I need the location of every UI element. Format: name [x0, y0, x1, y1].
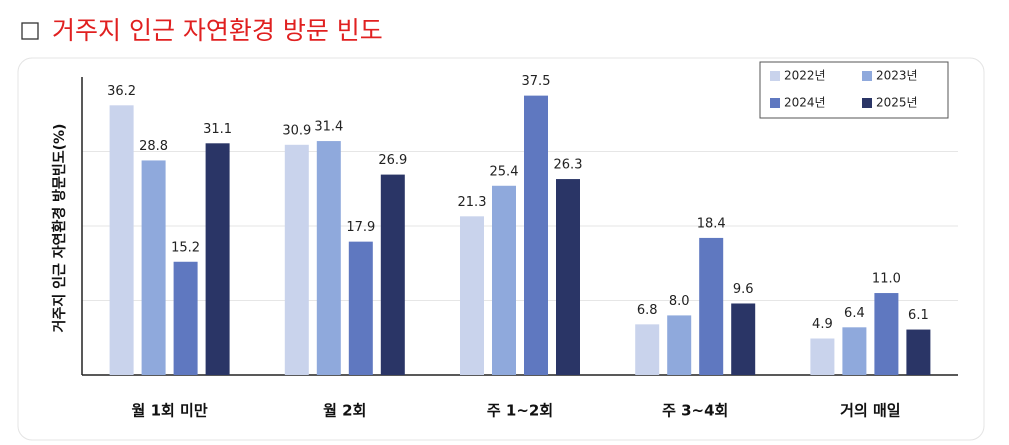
bar	[173, 261, 198, 375]
bar	[492, 185, 516, 375]
bar	[205, 143, 230, 375]
bar	[109, 105, 134, 375]
bar	[284, 144, 309, 375]
value-label: 26.9	[378, 153, 407, 168]
x-tick-label: 월 2회	[323, 402, 366, 420]
value-label: 15.2	[171, 240, 200, 255]
value-label: 26.3	[554, 158, 583, 173]
bar	[699, 237, 724, 375]
bar	[348, 241, 373, 375]
bar	[731, 303, 756, 375]
y-axis-label: 거주지 인근 자연환경 방문빈도(%)	[51, 124, 68, 333]
legend-label: 2023년	[876, 69, 918, 83]
legend	[759, 61, 949, 119]
x-tick-label: 주 3~4회	[662, 402, 728, 420]
value-label: 11.0	[872, 272, 901, 287]
bar	[556, 179, 580, 375]
x-tick-label: 거의 매일	[840, 402, 900, 420]
value-label: 6.1	[908, 308, 929, 323]
value-label: 37.5	[522, 74, 551, 89]
legend-swatch	[770, 98, 780, 108]
bar	[635, 324, 660, 375]
legend-label: 2022년	[784, 69, 826, 83]
value-label: 28.8	[139, 139, 168, 154]
value-label: 17.9	[346, 220, 375, 235]
bar	[874, 293, 899, 375]
value-label: 9.6	[733, 282, 754, 297]
bar	[906, 329, 931, 375]
bar	[316, 141, 341, 375]
value-label: 6.8	[637, 303, 658, 318]
bar	[141, 160, 166, 375]
legend-label: 2025년	[876, 96, 918, 110]
value-label: 8.0	[669, 294, 690, 309]
value-label: 6.4	[844, 306, 865, 321]
value-label: 31.4	[314, 120, 343, 135]
page-title: 거주지 인근 자연환경 방문 빈도	[52, 16, 383, 45]
bar	[460, 216, 484, 375]
value-label: 18.4	[697, 216, 726, 231]
x-tick-label: 주 1~2회	[487, 402, 553, 420]
bar	[842, 327, 867, 375]
checkbox-icon	[21, 22, 39, 40]
bar	[667, 315, 692, 375]
legend-swatch	[862, 98, 872, 108]
bar	[810, 338, 835, 375]
value-label: 31.1	[203, 122, 232, 137]
value-label: 30.9	[282, 123, 311, 138]
value-label: 36.2	[107, 84, 136, 99]
bar	[524, 95, 548, 375]
value-label: 4.9	[812, 317, 833, 332]
bar	[380, 174, 405, 375]
value-label: 21.3	[458, 195, 487, 210]
legend-label: 2024년	[784, 96, 826, 110]
legend-swatch	[770, 71, 780, 81]
x-tick-label: 월 1회 미만	[132, 402, 208, 420]
legend-swatch	[862, 71, 872, 81]
value-label: 25.4	[490, 164, 519, 179]
